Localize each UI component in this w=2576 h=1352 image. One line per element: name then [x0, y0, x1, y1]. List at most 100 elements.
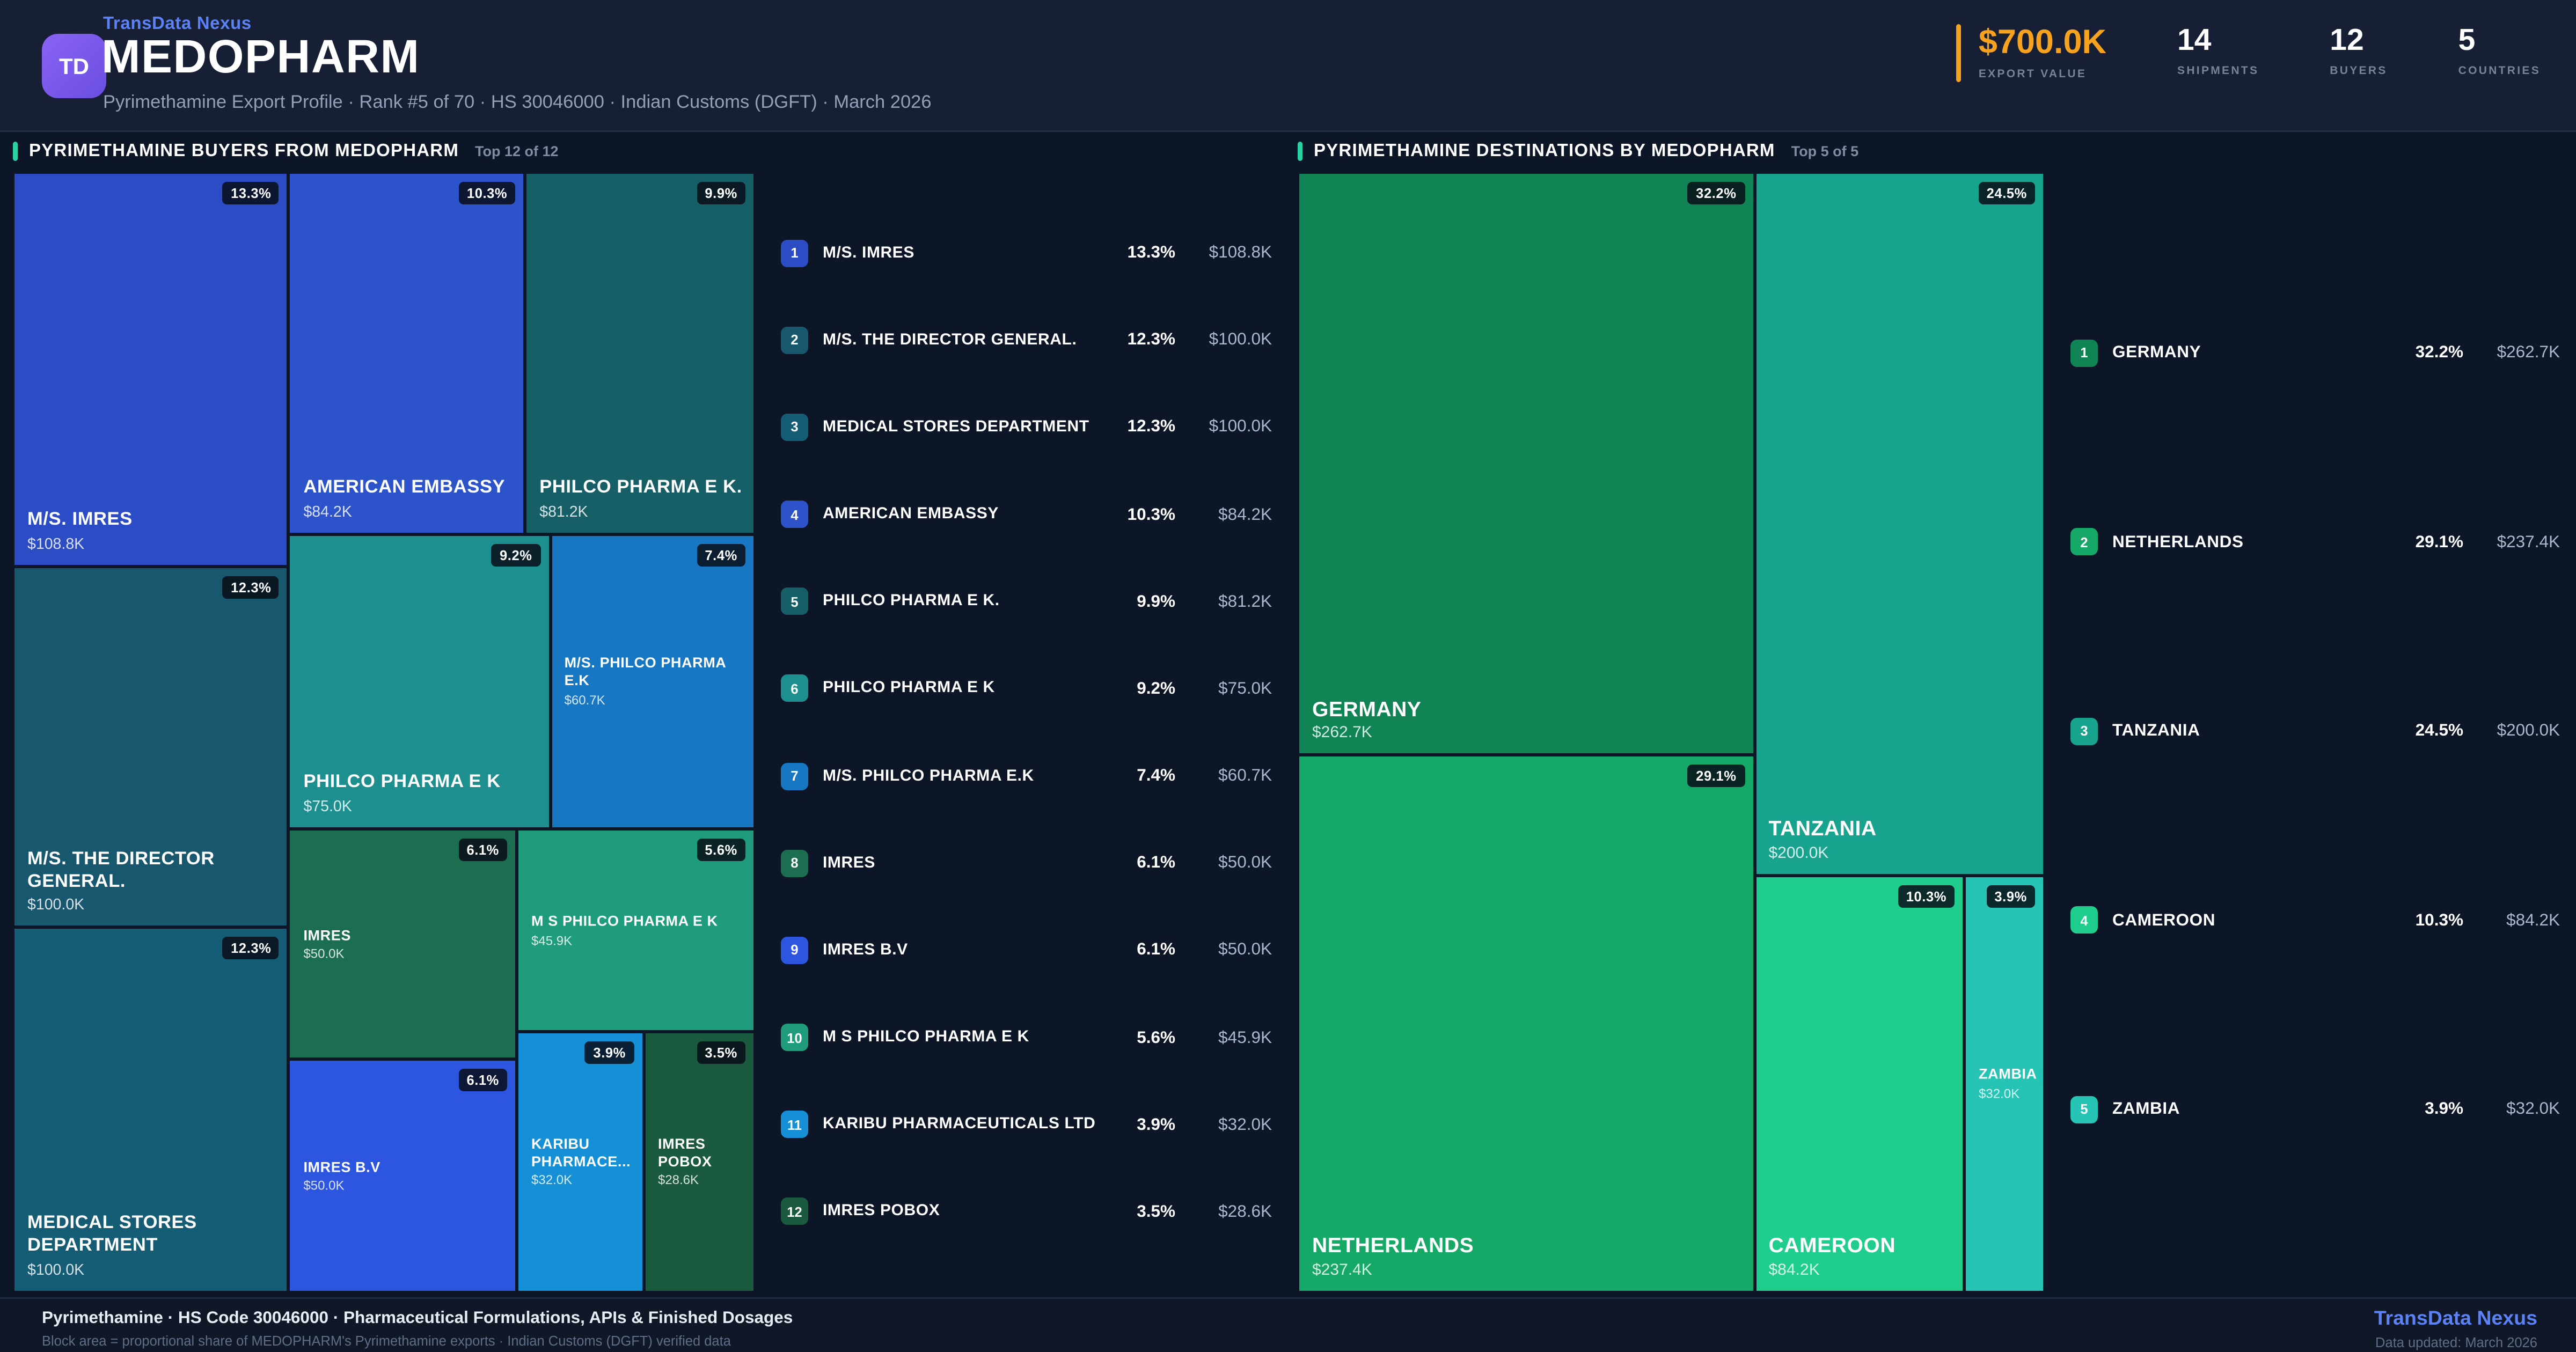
rank-row-2-m-s-the-director-general[interactable]: 2 M/S. THE DIRECTOR GENERAL. 12.3% $100.0K — [781, 324, 1272, 356]
rank-name: M/S. IMRES — [823, 244, 915, 262]
block-value: $32.0K — [531, 1173, 573, 1188]
rank-share: 5.6% — [1137, 1027, 1175, 1047]
block-value: $45.9K — [531, 933, 573, 948]
rank-badge: 7 — [781, 762, 808, 790]
footer-brand: TransData Nexus — [2374, 1307, 2537, 1329]
buyers-top-count: Top 12 of 12 — [475, 143, 559, 159]
treemap-block-medical-stores-department[interactable]: 12.3% MEDICAL STORES DEPARTMENT $100.0K — [13, 928, 289, 1292]
rank-badge: 4 — [2070, 906, 2098, 934]
treemap-block-philco-pharma-e-k[interactable]: 9.2% PHILCO PHARMA E K $75.0K — [289, 533, 550, 829]
treemap-block-philco-pharma-e-k[interactable]: 9.9% PHILCO PHARMA E K. $81.2K — [525, 172, 755, 534]
rank-row-3-tanzania[interactable]: 3 TANZANIA 24.5% $200.0K — [2070, 715, 2560, 747]
rank-row-10-m-s-philco-pharma-e-k[interactable]: 10 M S PHILCO PHARMA E K 5.6% $45.9K — [781, 1022, 1272, 1054]
treemap-block-tanzania[interactable]: 24.5% TANZANIA $200.0K — [1754, 172, 2045, 876]
stat-buyers-number: 12 — [2330, 24, 2364, 58]
brand-name: TransData Nexus — [103, 14, 252, 34]
treemap-block-imres-b-v[interactable]: 6.1% IMRES B.V $50.0K — [289, 1059, 517, 1292]
rank-row-2-netherlands[interactable]: 2 NETHERLANDS 29.1% $237.4K — [2070, 526, 2560, 558]
stat-buyers-label: BUYERS — [2330, 65, 2388, 77]
rank-row-12-imres-pobox[interactable]: 12 IMRES POBOX 3.5% $28.6K — [781, 1196, 1272, 1228]
rank-row-6-philco-pharma-e-k[interactable]: 6 PHILCO PHARMA E K 9.2% $75.0K — [781, 673, 1272, 705]
rank-row-5-zambia[interactable]: 5 ZAMBIA 3.9% $32.0K — [2070, 1093, 2560, 1125]
rank-value: $28.6K — [1218, 1202, 1272, 1222]
rank-share: 7.4% — [1137, 766, 1175, 786]
panel-accent-bar — [1298, 142, 1302, 161]
rank-share: 24.5% — [2415, 721, 2463, 740]
block-name: IMRES — [303, 927, 351, 943]
rank-badge: 3 — [781, 413, 808, 441]
block-label: M/S. IMRES $108.8K — [27, 511, 277, 554]
rank-value: $100.0K — [1209, 330, 1272, 350]
rank-name: PHILCO PHARMA E K. — [823, 592, 1000, 611]
destinations-panel-header: PYRIMETHAMINE DESTINATIONS BY MEDOPHARM … — [1298, 140, 1858, 163]
block-value: $200.0K — [1768, 844, 1829, 863]
block-share-badge: 3.9% — [1986, 885, 2035, 908]
rank-row-4-cameroon[interactable]: 4 CAMEROON 10.3% $84.2K — [2070, 904, 2560, 936]
rank-name: AMERICAN EMBASSY — [823, 505, 999, 524]
block-value: $84.2K — [1768, 1261, 1820, 1280]
block-label: M/S. PHILCO PHARMA E.K $60.7K — [565, 655, 744, 708]
block-label: CAMEROON $84.2K — [1769, 1233, 1953, 1280]
treemap-block-m-s-imres[interactable]: 13.3% M/S. IMRES $108.8K — [13, 172, 289, 567]
rank-badge: 12 — [781, 1198, 808, 1226]
treemap-block-zambia[interactable]: 3.9% ZAMBIA $32.0K — [1964, 875, 2045, 1292]
rank-badge: 8 — [781, 849, 808, 877]
treemap-block-m-s-the-director-general[interactable]: 12.3% M/S. THE DIRECTOR GENERAL. $100.0K — [13, 566, 289, 928]
block-name: AMERICAN EMBASSY — [303, 477, 506, 497]
rank-share: 6.1% — [1137, 853, 1175, 873]
rank-share: 32.2% — [2415, 343, 2463, 362]
block-name: KARIBU PHARMACE... — [531, 1135, 631, 1170]
block-name: MEDICAL STORES DEPARTMENT — [27, 1214, 197, 1256]
rank-row-4-american-embassy[interactable]: 4 AMERICAN EMBASSY 10.3% $84.2K — [781, 498, 1272, 531]
rank-row-7-m-s-philco-pharma-e-k[interactable]: 7 M/S. PHILCO PHARMA E.K 7.4% $60.7K — [781, 760, 1272, 792]
treemap-block-germany[interactable]: 32.2% GERMANY $262.7K — [1298, 172, 1754, 755]
buyers-panel-title: PYRIMETHAMINE BUYERS FROM MEDOPHARM — [29, 142, 459, 161]
treemap-block-imres[interactable]: 6.1% IMRES $50.0K — [289, 829, 517, 1060]
rank-value: $50.0K — [1218, 853, 1272, 873]
block-share-badge: 12.3% — [223, 937, 280, 960]
rank-row-9-imres-b-v[interactable]: 9 IMRES B.V 6.1% $50.0K — [781, 934, 1272, 966]
stat-shipments: 14 SHIPMENTS — [2177, 24, 2259, 77]
rank-share: 3.9% — [1137, 1115, 1175, 1135]
block-name: NETHERLANDS — [1312, 1233, 1474, 1258]
stat-shipments-label: SHIPMENTS — [2177, 65, 2259, 77]
treemap-block-m-s-philco-pharma-e-k[interactable]: 5.6% M S PHILCO PHARMA E K $45.9K — [517, 829, 755, 1032]
block-value: $108.8K — [27, 535, 85, 554]
rank-value: $75.0K — [1218, 679, 1272, 699]
block-label: ZAMBIA $32.0K — [1979, 1066, 2037, 1101]
destinations-top-count: Top 5 of 5 — [1791, 143, 1859, 159]
rank-name: MEDICAL STORES DEPARTMENT — [823, 418, 1089, 436]
treemap-block-karibu-pharmaceuticals-ltd[interactable]: 3.9% KARIBU PHARMACE... $32.0K — [517, 1031, 643, 1292]
footer-updated: Data updated: March 2026 — [2375, 1334, 2537, 1350]
block-share-badge: 13.3% — [223, 182, 280, 204]
treemap-block-cameroon[interactable]: 10.3% CAMEROON $84.2K — [1754, 875, 1965, 1292]
footer-product-line: Pyrimethamine · HS Code 30046000 · Pharm… — [42, 1309, 793, 1328]
rank-name: PHILCO PHARMA E K — [823, 680, 995, 698]
block-share-badge: 3.5% — [697, 1041, 745, 1064]
block-name: M/S. THE DIRECTOR GENERAL. — [27, 849, 215, 891]
block-value: $262.7K — [1312, 724, 1372, 743]
rank-share: 12.3% — [1127, 417, 1175, 437]
treemap-block-netherlands[interactable]: 29.1% NETHERLANDS $237.4K — [1298, 755, 1754, 1292]
block-share-badge: 32.2% — [1688, 182, 1745, 204]
block-share-badge: 9.2% — [491, 543, 540, 566]
treemap-block-imres-pobox[interactable]: 3.5% IMRES POBOX $28.6K — [643, 1031, 755, 1292]
rank-row-1-m-s-imres[interactable]: 1 M/S. IMRES 13.3% $108.8K — [781, 237, 1272, 269]
stat-buyers: 12 BUYERS — [2330, 24, 2387, 77]
block-name: PHILCO PHARMA E K — [303, 773, 501, 793]
rank-row-3-medical-stores-department[interactable]: 3 MEDICAL STORES DEPARTMENT 12.3% $100.0K — [781, 411, 1272, 443]
block-share-badge: 10.3% — [458, 182, 516, 204]
rank-badge: 6 — [781, 675, 808, 703]
rank-row-8-imres[interactable]: 8 IMRES 6.1% $50.0K — [781, 847, 1272, 879]
rank-name: IMRES POBOX — [823, 1203, 940, 1221]
treemap-block-american-embassy[interactable]: 10.3% AMERICAN EMBASSY $84.2K — [289, 172, 525, 534]
rank-row-11-karibu-pharmaceuticals-ltd[interactable]: 11 KARIBU PHARMACEUTICALS LTD 3.9% $32.0K — [781, 1108, 1272, 1141]
block-value: $100.0K — [27, 897, 85, 915]
treemap-block-m-s-philco-pharma-e-k[interactable]: 7.4% M/S. PHILCO PHARMA E.K $60.7K — [550, 533, 755, 829]
rank-row-5-philco-pharma-e-k[interactable]: 5 PHILCO PHARMA E K. 9.9% $81.2K — [781, 585, 1272, 618]
rank-share: 12.3% — [1127, 330, 1175, 350]
rank-badge: 10 — [781, 1024, 808, 1052]
rank-row-1-germany[interactable]: 1 GERMANY 32.2% $262.7K — [2070, 336, 2560, 369]
block-share-badge: 12.3% — [223, 576, 280, 599]
